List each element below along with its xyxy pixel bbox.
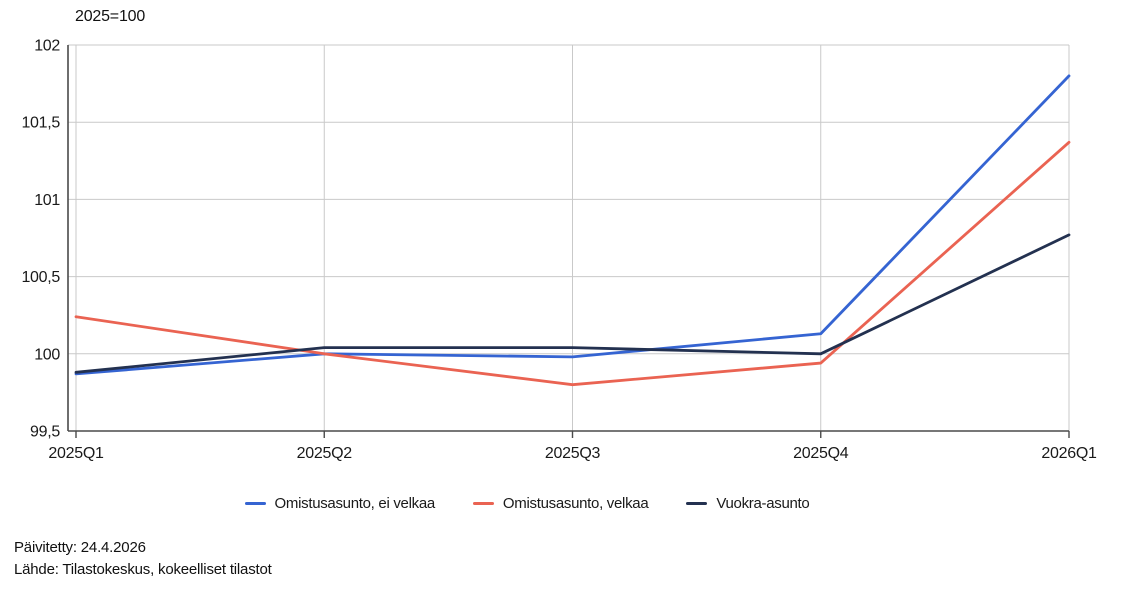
legend-label: Vuokra-asunto	[716, 495, 810, 512]
y-tick-label: 99,5	[30, 424, 60, 441]
legend: Omistusasunto, ei velkaa Omistusasunto, v…	[0, 495, 1124, 512]
legend-item: Omistusasunto, velkaa	[472, 495, 649, 512]
x-tick-label: 2026Q1	[1041, 445, 1097, 462]
x-tick-label: 2025Q3	[545, 445, 601, 462]
y-tick-label: 101	[34, 192, 60, 209]
legend-item: Omistusasunto, ei velkaa	[244, 495, 436, 512]
legend-line-swatch	[686, 502, 708, 505]
chart-subtitle: 2025=100	[75, 8, 146, 25]
x-tick-label: 2025Q4	[793, 445, 849, 462]
legend-item: Vuokra-asunto	[686, 495, 810, 512]
series-line	[74, 233, 1071, 374]
legend-line-swatch	[472, 502, 494, 505]
x-tick-label: 2025Q2	[297, 445, 353, 462]
legend-label: Omistusasunto, velkaa	[502, 495, 649, 512]
legend-line-swatch	[244, 502, 266, 505]
series-line	[74, 140, 1071, 387]
y-tick-label: 100	[34, 346, 60, 363]
chart-footer: Päivitetty: 24.4.2026 Lähde: Tilastokesk…	[14, 537, 272, 581]
source-text: Lähde: Tilastokeskus, kokeelliset tilast…	[14, 561, 272, 578]
y-tick-label: 101,5	[21, 115, 60, 132]
updated-text: Päivitetty: 24.4.2026	[14, 539, 146, 556]
series-line	[74, 74, 1071, 376]
y-tick-label: 100,5	[21, 269, 60, 286]
y-tick-label: 102	[34, 38, 60, 55]
x-tick-label: 2025Q1	[48, 445, 104, 462]
line-chart: 99,5 100 100,5 101 101,5 102 2025Q1 2025Q2 2025Q…	[21, 38, 1097, 463]
legend-label: Omistusasunto, ei velkaa	[274, 495, 436, 512]
